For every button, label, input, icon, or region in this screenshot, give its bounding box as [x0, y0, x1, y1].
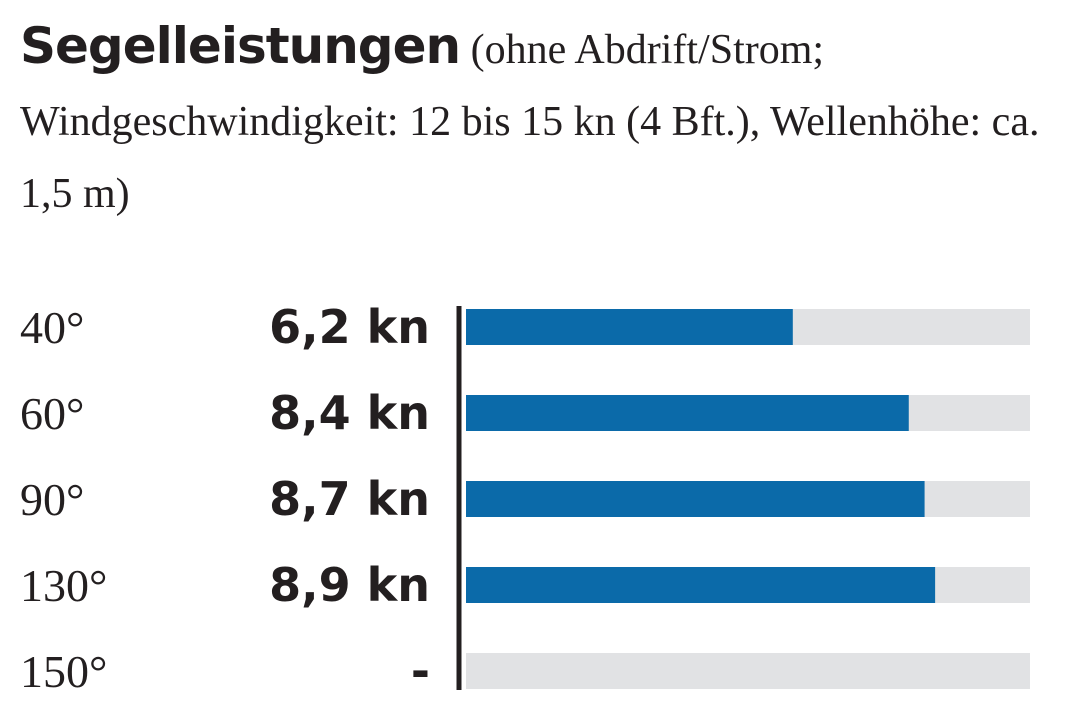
category-label: 90° [20, 474, 84, 525]
value-label: 6,2 kn [269, 300, 430, 354]
category-label: 60° [20, 388, 84, 439]
category-label: 150° [20, 646, 107, 697]
chart-title-bold: Segelleistungen [20, 17, 461, 75]
category-label: 40° [20, 302, 84, 353]
value-label: 8,4 kn [269, 386, 430, 440]
bar [466, 481, 925, 517]
bar-track [466, 653, 1030, 689]
category-label: 130° [20, 560, 107, 611]
value-label: - [411, 644, 430, 698]
bar [466, 567, 936, 603]
chart-title: Segelleistungen (ohne Abdrift/Strom; Win… [20, 10, 1050, 230]
value-label: 8,7 kn [269, 472, 430, 526]
bar [466, 395, 909, 431]
bar [466, 309, 793, 345]
value-label: 8,9 kn [269, 558, 430, 612]
chart-title-subtitle: (ohne Abdrift/Strom; Windgeschwindigkeit… [20, 27, 1040, 217]
